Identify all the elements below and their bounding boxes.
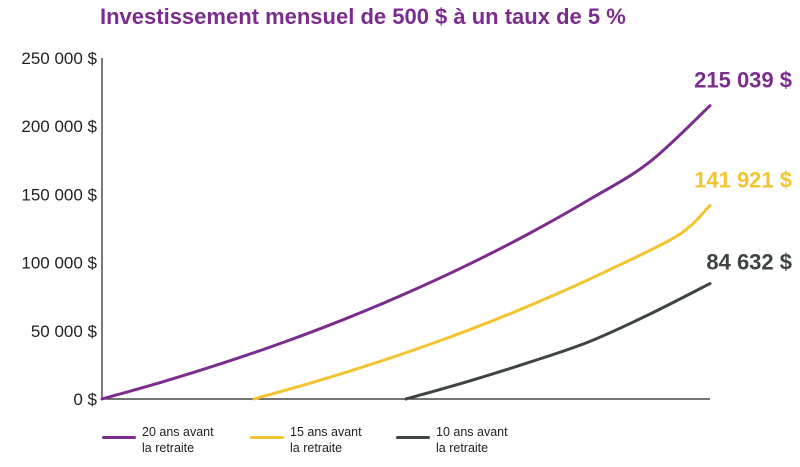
legend-item-10-ans: 10 ans avant la retraite <box>396 424 508 456</box>
chart-legend: 20 ans avant la retraite 15 ans avant la… <box>0 424 800 464</box>
legend-item-15-ans: 15 ans avant la retraite <box>250 424 362 456</box>
legend-label-10-ans: 10 ans avant la retraite <box>436 425 508 455</box>
legend-swatch-10-ans <box>396 436 430 439</box>
chart-title: Investissement mensuel de 500 $ à un tau… <box>100 4 626 29</box>
y-tick-label: 150 000 $ <box>21 185 97 204</box>
y-tick-label: 250 000 $ <box>21 49 97 68</box>
series-end-label: 215 039 $ <box>694 68 792 93</box>
legend-label-15-ans: 15 ans avant la retraite <box>290 425 362 455</box>
legend-swatch-15-ans <box>250 436 284 439</box>
y-tick-label: 50 000 $ <box>31 322 98 341</box>
series-line <box>100 104 712 401</box>
legend-swatch-20-ans <box>102 436 136 439</box>
legend-label-20-ans: 20 ans avant la retraite <box>142 425 214 455</box>
series-end-label: 84 632 $ <box>706 250 792 275</box>
legend-item-20-ans: 20 ans avant la retraite <box>102 424 214 456</box>
series-line <box>404 282 712 401</box>
y-tick-label: 100 000 $ <box>21 254 97 273</box>
y-tick-label: 0 $ <box>73 390 97 409</box>
y-tick-label: 200 000 $ <box>21 117 97 136</box>
series-line <box>252 203 712 401</box>
series-end-label: 141 921 $ <box>694 167 792 192</box>
